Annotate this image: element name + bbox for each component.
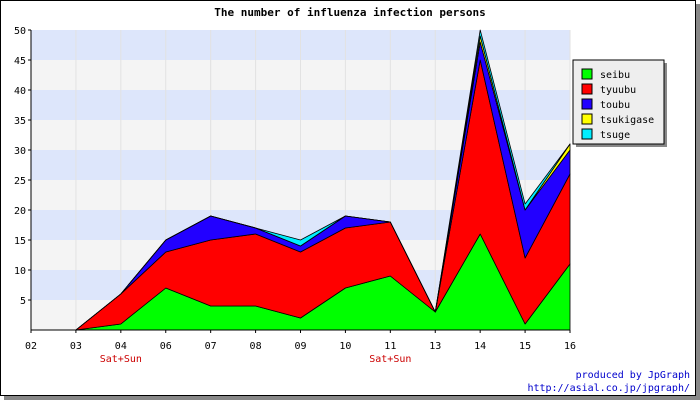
x-tick-label-03: 03 (70, 341, 82, 352)
weekend-labels: Sat+Sun Sat+Sun (100, 354, 412, 365)
legend-label-toubu: toubu (600, 100, 630, 111)
x-tick-label-16: 16 (564, 341, 576, 352)
y-tick-label-30: 30 (14, 146, 26, 157)
y-tick-labels: 5 10 15 20 25 30 35 40 45 50 (14, 26, 31, 307)
legend-label-tyuubu: tyuubu (600, 85, 636, 96)
y-tick-label-45: 45 (14, 56, 26, 67)
x-tick-labels: 02 03 04 06 07 08 09 10 11 13 14 15 16 (25, 330, 576, 352)
legend-label-tsukigase: tsukigase (600, 115, 654, 126)
y-tick-label-10: 10 (14, 266, 26, 277)
x-tick-label-06: 06 (160, 341, 172, 352)
weekend-label-04: Sat+Sun (100, 354, 142, 365)
credit-line-2[interactable]: http://asial.co.jp/jpgraph/ (527, 383, 690, 394)
y-tick-label-15: 15 (14, 236, 26, 247)
x-tick-label-11: 11 (384, 341, 396, 352)
area-tsuge (75, 29, 571, 331)
x-tick-label-13: 13 (429, 341, 441, 352)
weekend-label-11: Sat+Sun (369, 354, 411, 365)
y-tick-label-40: 40 (14, 86, 26, 97)
legend: seibu tyuubu toubu tsukigase tsuge (572, 59, 667, 147)
legend-swatch-tsuge (581, 128, 593, 140)
credit-line-1: produced by JpGraph (576, 370, 690, 381)
legend-label-tsuge: tsuge (600, 130, 630, 141)
y-tick-label-35: 35 (14, 116, 26, 127)
legend-swatch-tsukigase (581, 113, 593, 125)
x-tick-label-10: 10 (339, 341, 351, 352)
y-tick-label-50: 50 (14, 26, 26, 37)
x-tick-label-07: 07 (205, 341, 217, 352)
x-tick-label-02: 02 (25, 341, 37, 352)
chart-title: The number of influenza infection person… (214, 6, 486, 19)
legend-swatch-seibu (581, 68, 593, 80)
x-tick-label-04: 04 (115, 341, 127, 352)
x-tick-label-08: 08 (250, 341, 262, 352)
stacked-areas (75, 29, 571, 331)
y-tick-label-25: 25 (14, 176, 26, 187)
y-tick-label-20: 20 (14, 206, 26, 217)
legend-swatch-toubu (581, 98, 593, 110)
legend-label-seibu: seibu (600, 70, 630, 81)
x-tick-label-15: 15 (519, 341, 531, 352)
x-tick-label-09: 09 (294, 341, 306, 352)
x-tick-label-14: 14 (474, 341, 486, 352)
legend-swatch-tyuubu (581, 83, 593, 95)
y-tick-label-5: 5 (20, 296, 26, 307)
